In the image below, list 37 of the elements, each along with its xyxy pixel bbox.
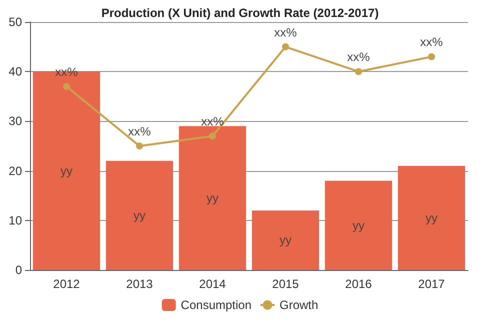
x-tick-label: 2017 (418, 277, 446, 291)
chart-title: Production (X Unit) and Growth Rate (2012-2017) (101, 6, 379, 20)
point (428, 53, 435, 60)
data-label: xx% (201, 114, 224, 129)
point (209, 132, 216, 140)
data-label: yy (206, 191, 218, 206)
data-label: yy (60, 164, 72, 178)
bar (324, 180, 392, 270)
legend-label: Consumption (180, 298, 252, 312)
x-tick-label: 2013 (126, 277, 154, 291)
y-tick-label: 20 (8, 164, 22, 178)
x-tick-label: 2012 (53, 277, 80, 291)
bar (178, 126, 246, 270)
data-label: xx% (128, 124, 152, 138)
bar (106, 160, 174, 270)
x-tick-label: 2015 (272, 277, 300, 291)
legend-label: Growth (280, 298, 318, 312)
x-tick-label: 2014 (199, 277, 226, 291)
point (63, 82, 70, 90)
data-label: yy (280, 233, 292, 248)
point (282, 43, 289, 50)
y-tick-label: 10 (8, 213, 22, 228)
x-tick-label: 2016 (345, 277, 372, 291)
y-tick-label: 0 (15, 263, 22, 277)
bar (252, 210, 320, 270)
point (136, 142, 143, 150)
data-label: xx% (274, 25, 298, 40)
y-tick-label: 30 (8, 114, 22, 128)
y-tick-label: 40 (8, 64, 22, 79)
y-tick-label: 50 (8, 15, 22, 29)
data-label: xx% (420, 35, 444, 50)
data-label: xx% (347, 50, 370, 64)
bar (398, 166, 466, 270)
point (355, 68, 362, 76)
data-label: yy (134, 208, 146, 222)
data-label: yy (426, 210, 438, 225)
data-label: yy (352, 218, 364, 232)
